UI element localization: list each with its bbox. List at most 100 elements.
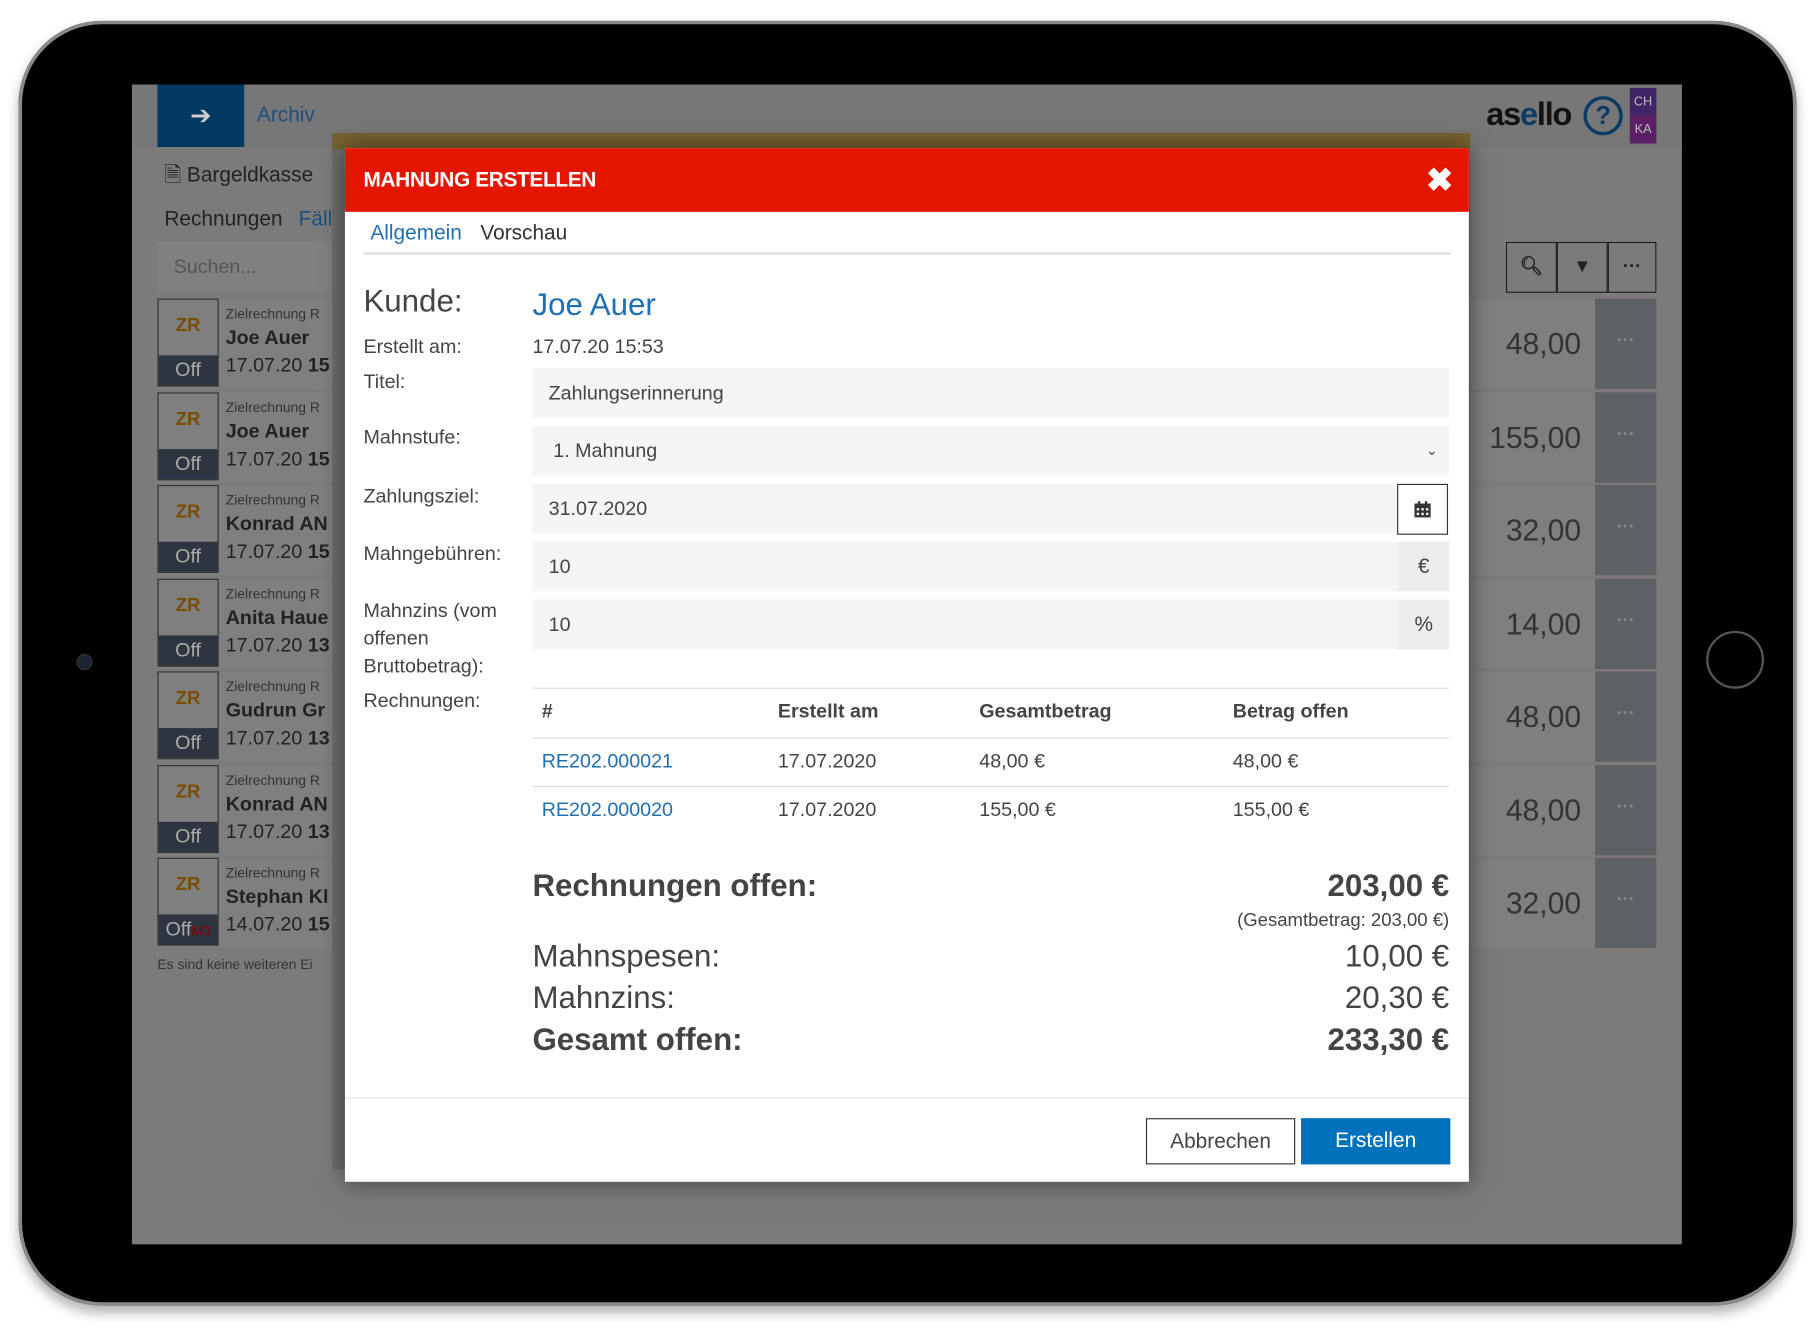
customer-name: Stephan Kl <box>225 885 329 908</box>
gebuehren-input[interactable]: 10 <box>532 541 1401 592</box>
invoice-type: Zielrechnung R <box>225 491 320 509</box>
status-badge: Off <box>158 541 218 572</box>
row-more-button[interactable]: ··· <box>1595 764 1657 855</box>
row-more-button[interactable]: ··· <box>1595 857 1657 948</box>
filter-check-icon: ▼ <box>1573 256 1592 277</box>
user-badge[interactable]: KA <box>1629 115 1657 144</box>
time-text: 13 <box>307 633 330 656</box>
filter-button[interactable]: ▼ <box>1556 241 1608 293</box>
date-text: 17.07.20 <box>225 540 303 563</box>
date-text: 14.07.20 <box>225 913 303 936</box>
type-badge: ZR Off <box>157 764 219 853</box>
customer-name: Joe Auer <box>225 419 310 442</box>
tab-rechnungen[interactable]: Rechnungen <box>164 207 283 231</box>
search-input[interactable]: Suchen... <box>157 241 343 293</box>
invoice-date: 17.07.20 13 <box>226 634 330 657</box>
column-header: Betrag offen <box>1232 700 1349 723</box>
row-more-button[interactable]: ··· <box>1595 391 1657 483</box>
row-more-button[interactable]: ··· <box>1595 671 1657 762</box>
invoice-type: Zielrechnung R <box>225 305 320 322</box>
cancel-button[interactable]: Abbrechen <box>1145 1118 1296 1165</box>
table-cell: 17.07.2020 <box>777 798 877 821</box>
tab-allgemein[interactable]: Allgemein <box>370 221 462 245</box>
time-text: 15 <box>307 354 330 377</box>
badge-code: ZR <box>175 502 201 523</box>
breadcrumb[interactable]: Archiv <box>256 103 315 127</box>
time-text: 13 <box>307 820 330 843</box>
home-button <box>1706 630 1765 689</box>
close-icon[interactable]: ✖ <box>1426 162 1454 198</box>
table-cell: 155,00 € <box>1232 798 1310 821</box>
status-badge: Off <box>158 821 218 852</box>
column-header: Gesamtbetrag <box>979 700 1112 723</box>
status-text: Off <box>165 917 192 940</box>
mahnstufe-value: 1. Mahnung <box>553 439 658 462</box>
dunning-level: M3 <box>191 922 211 939</box>
badge-code: ZR <box>175 781 201 802</box>
question-circle-icon[interactable]: ? <box>1583 96 1623 136</box>
spesen-label: Mahnspesen: <box>532 938 721 974</box>
row-more-button[interactable]: ··· <box>1595 484 1657 576</box>
search-button[interactable]: 🔍︎ <box>1505 241 1557 293</box>
customer-name: Joe Auer <box>225 326 310 349</box>
list-item[interactable]: ZR Off Zielrechnung R Anita Haue 17.07.2… <box>157 578 333 669</box>
invoice-date: 17.07.20 15 <box>226 541 330 564</box>
invoice-link[interactable]: RE202.000021 <box>541 750 674 773</box>
mahnstufe-label: Mahnstufe: <box>363 425 461 448</box>
invoice-date: 17.07.20 13 <box>226 820 330 843</box>
customer-link[interactable]: Joe Auer <box>532 287 656 322</box>
status-badge: Off <box>158 448 218 479</box>
row-more-button[interactable]: ··· <box>1595 298 1657 389</box>
status-text: Off <box>175 545 202 568</box>
badge-code: ZR <box>175 875 201 895</box>
list-item[interactable]: ZR Off Zielrechnung R Konrad AN 17.07.20… <box>157 764 333 855</box>
offen-label: Rechnungen offen: <box>532 868 818 903</box>
date-text: 17.07.20 <box>225 820 303 843</box>
empty-note: Es sind keine weiteren Ei <box>157 956 313 973</box>
type-badge: ZR OffM3 <box>157 857 219 946</box>
zins-input[interactable]: 10 <box>532 599 1401 650</box>
status-badge: OffM3 <box>158 914 218 945</box>
gebuehren-label: Mahngebühren: <box>363 542 502 565</box>
amount: 32,00 <box>1470 857 1596 948</box>
invoice-type: Zielrechnung R <box>225 678 320 695</box>
tab-vorschau[interactable]: Vorschau <box>480 221 568 245</box>
invoice-date: 17.07.20 15 <box>226 447 330 470</box>
status-text: Off <box>175 452 202 474</box>
table-cell: 17.07.2020 <box>777 750 877 773</box>
customer-name: Gudrun Gr <box>225 699 326 722</box>
mahnstufe-select[interactable]: 1. Mahnung ⌄ <box>532 425 1450 476</box>
list-item[interactable]: ZR Off Zielrechnung R Gudrun Gr 17.07.20… <box>157 671 333 762</box>
list-item[interactable]: ZR Off Zielrechnung R Konrad AN 17.07.20… <box>157 484 333 576</box>
create-button[interactable]: Erstellen <box>1301 1118 1451 1165</box>
list-item[interactable]: ZR Off Zielrechnung R Joe Auer 17.07.20 … <box>157 298 333 389</box>
invoice-date: 17.07.20 15 <box>226 354 330 377</box>
cash-register-icon: 🗎 <box>164 163 182 187</box>
time-text: 13 <box>307 726 330 749</box>
customer-name: Konrad AN <box>225 512 328 535</box>
list-item[interactable]: ZR OffM3 Zielrechnung R Stephan Kl 14.07… <box>157 857 333 948</box>
register-name: Bargeldkasse <box>186 163 314 187</box>
tab-faelle[interactable]: Fäll <box>298 207 333 231</box>
zahlungsziel-input[interactable]: 31.07.2020 <box>532 483 1399 534</box>
back-button[interactable]: ➔ <box>157 84 245 148</box>
invoice-link[interactable]: RE202.000020 <box>541 798 674 821</box>
spesen-value: 10,00 € <box>1344 938 1450 974</box>
date-text: 17.07.20 <box>225 726 303 749</box>
list-item[interactable]: ZR Off Zielrechnung R Joe Auer 17.07.20 … <box>157 391 333 483</box>
calendar-button[interactable] <box>1397 483 1449 535</box>
row-more-button[interactable]: ··· <box>1595 578 1657 669</box>
amount: 48,00 <box>1470 298 1596 389</box>
erstellt-label: Erstellt am: <box>363 335 462 358</box>
date-text: 17.07.20 <box>225 633 303 656</box>
time-text: 15 <box>307 913 330 936</box>
amount: 155,00 <box>1470 391 1596 483</box>
arrow-left-icon: ➔ <box>190 100 212 130</box>
more-button[interactable]: ··· <box>1607 241 1657 293</box>
titel-input[interactable]: Zahlungserinnerung <box>532 368 1450 418</box>
invoice-type: Zielrechnung R <box>225 585 320 602</box>
calendar-icon <box>1414 501 1431 518</box>
user-badge[interactable]: CH <box>1629 87 1657 116</box>
search-icon: 🔍︎ <box>1519 256 1544 277</box>
zins-sum-value: 20,30 € <box>1344 980 1450 1016</box>
